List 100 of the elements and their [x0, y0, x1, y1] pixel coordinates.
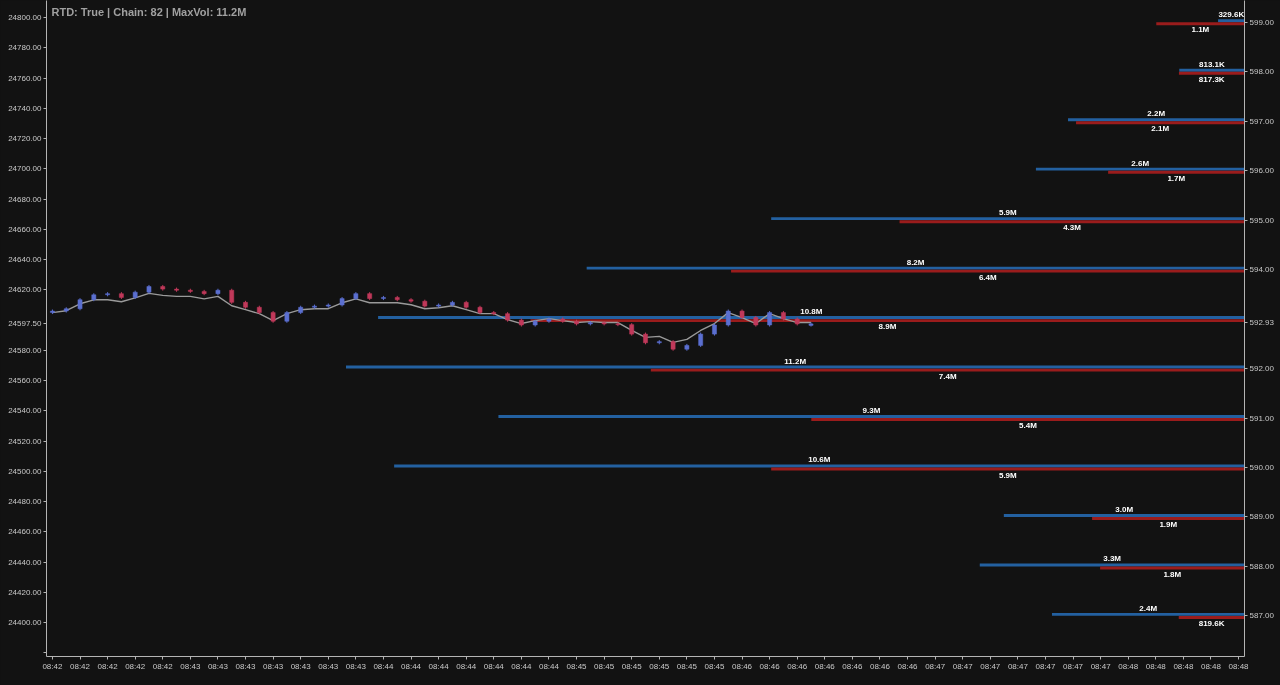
x-tick-label: 08:44 — [538, 661, 560, 671]
bar — [731, 269, 1245, 273]
data-label: 1.7M — [1167, 173, 1186, 183]
x-tick-label: 08:44 — [428, 661, 450, 671]
bar — [1003, 514, 1245, 517]
bar — [1108, 170, 1245, 174]
y-tick-label: 24720.00 — [8, 134, 43, 144]
y-tick-label: 24660.00 — [8, 224, 43, 234]
data-label: 5.4M — [1019, 421, 1038, 431]
data-label: 8.2M — [906, 257, 925, 267]
y2-tick-label: 594.00 — [1249, 265, 1275, 275]
data-label: 6.4M — [978, 272, 998, 282]
bar — [1156, 22, 1245, 26]
y-tick-label: 24520.00 — [8, 436, 43, 446]
data-label: 4.3M — [1063, 223, 1082, 233]
x-tick-label: 08:43 — [345, 661, 367, 671]
candlestick — [808, 321, 814, 328]
text: RTD: True | Chain: 82 | MaxVol: 11.2M — [51, 5, 247, 18]
bar — [979, 563, 1245, 567]
y2-tick-label: 589.00 — [1249, 512, 1275, 522]
data-label: 7.4M — [938, 371, 957, 381]
x-tick-label: 08:45 — [594, 661, 615, 671]
y-tick-label: 24480.00 — [8, 497, 43, 507]
candlestick — [615, 321, 621, 327]
bar — [1218, 19, 1245, 23]
bar — [771, 217, 1245, 221]
data-label: 3.0M — [1115, 504, 1134, 514]
data-label: 9.3M — [862, 405, 881, 415]
y2-tick-label: 587.00 — [1249, 611, 1275, 621]
bar — [899, 220, 1245, 224]
data-label: 1.9M — [1159, 520, 1178, 530]
data-label: 2.6M — [1131, 158, 1150, 168]
x-tick-label: 08:46 — [787, 661, 808, 671]
y-tick-label: 24560.00 — [8, 376, 43, 386]
y-tick-label: 24460.00 — [8, 527, 43, 537]
data-label: 1.1M — [1191, 25, 1210, 35]
x-tick-label: 08:43 — [207, 661, 229, 671]
bar — [811, 418, 1245, 422]
bar — [498, 415, 1245, 418]
data-label: 5.9M — [998, 208, 1018, 218]
data-label: 819.6K — [1198, 619, 1225, 628]
bar — [650, 368, 1245, 372]
y2-tick-label: 598.00 — [1249, 67, 1275, 77]
bar — [1076, 121, 1245, 125]
data-label: 3.3M — [1103, 554, 1122, 564]
x-tick-label: 08:44 — [456, 661, 477, 671]
bar — [530, 319, 1245, 323]
y2-tick-label: 590.00 — [1249, 463, 1275, 473]
bar — [586, 266, 1245, 270]
data-label: 5.9M — [998, 470, 1018, 480]
x-tick-label: 08:46 — [842, 661, 863, 671]
y-tick-label: 24440.00 — [8, 557, 43, 567]
y-tick-label: 24597.50 — [8, 319, 43, 329]
x-tick-label: 08:47 — [1007, 661, 1029, 671]
data-label: 11.2M — [784, 356, 807, 366]
y2-tick-label: 588.00 — [1249, 561, 1275, 571]
x-tick-label: 08:47 — [925, 661, 946, 671]
y-tick-label: 24760.00 — [8, 73, 43, 83]
x-tick-label: 08:43 — [263, 661, 284, 671]
bar — [1051, 612, 1245, 616]
x-tick-label: 08:44 — [401, 661, 422, 671]
x-tick-label: 08:44 — [373, 661, 395, 671]
x-tick-label: 08:47 — [1090, 661, 1112, 671]
x-tick-label: 08:45 — [621, 661, 643, 671]
bar — [378, 316, 1245, 320]
y-tick-label: 24420.00 — [8, 587, 43, 597]
x-tick-label: 08:45 — [649, 661, 670, 671]
y2-tick-label: 595.00 — [1249, 215, 1275, 225]
x-tick-label: 08:46 — [759, 661, 781, 671]
y-tick-label: 24640.00 — [8, 255, 43, 265]
y-tick-label: 24580.00 — [8, 345, 43, 355]
x-tick-label: 08:46 — [814, 661, 836, 671]
data-label: 813.1K — [1198, 59, 1226, 69]
y2-tick-label: 592.93 — [1249, 318, 1275, 328]
y-tick-label: 24680.00 — [8, 194, 43, 204]
x-tick-label: 08:45 — [704, 661, 726, 671]
data-label: 2.1M — [1151, 124, 1170, 134]
bar — [771, 467, 1245, 471]
y-tick-label: 24540.00 — [8, 406, 43, 416]
y-tick-label: 24400.00 — [8, 617, 43, 627]
y2-tick-label: 599.00 — [1249, 17, 1275, 27]
x-tick-label: 08:43 — [290, 661, 312, 671]
x-tick-label: 08:42 — [42, 661, 63, 671]
x-tick-label: 08:45 — [676, 661, 698, 671]
y2-tick-label: 596.00 — [1249, 166, 1275, 176]
y-tick-label: 24620.00 — [8, 285, 43, 295]
x-tick-label: 08:47 — [980, 661, 1001, 671]
y-tick-label: 24780.00 — [8, 43, 43, 53]
x-tick-label: 08:42 — [70, 661, 91, 671]
x-tick-label: 08:42 — [125, 661, 146, 671]
bar — [1068, 118, 1245, 122]
data-label: 8.9M — [878, 322, 897, 332]
x-tick-label: 08:42 — [97, 661, 119, 671]
x-tick-label: 08:47 — [1063, 661, 1084, 671]
y2-tick-label: 592.00 — [1249, 364, 1275, 374]
y-tick-label: 24800.00 — [8, 13, 43, 23]
bar — [1035, 167, 1245, 171]
y2-tick-label: 591.00 — [1249, 413, 1275, 423]
x-tick-label: 08:48 — [1200, 661, 1222, 671]
x-tick-label: 08:43 — [318, 661, 339, 671]
